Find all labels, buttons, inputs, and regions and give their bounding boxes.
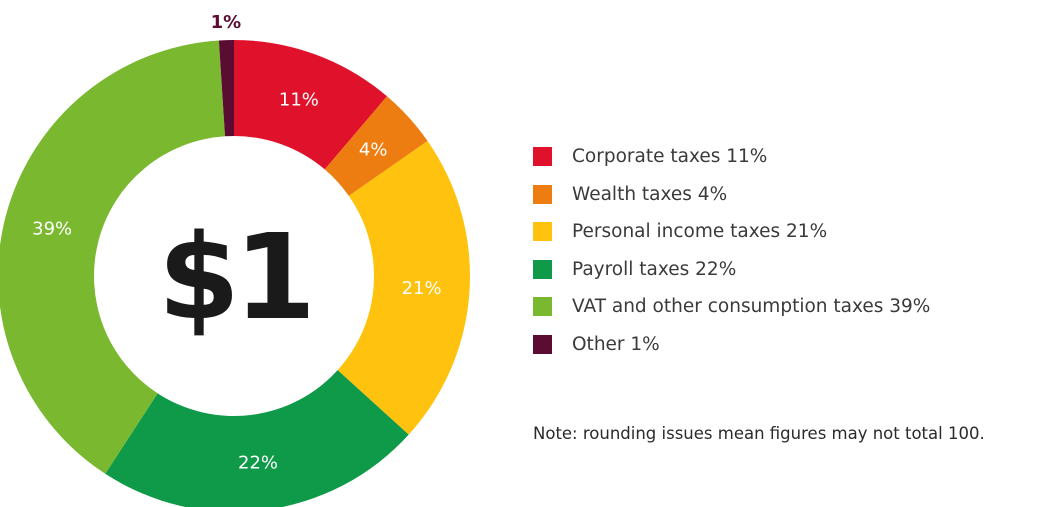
legend-item-vat-consumption-taxes: VAT and other consumption taxes 39% bbox=[533, 288, 930, 326]
legend-item-other: Other 1% bbox=[533, 326, 930, 364]
footnote: Note: rounding issues mean figures may n… bbox=[533, 424, 985, 443]
slice-label: 39% bbox=[32, 218, 72, 239]
legend-label: Wealth taxes 4% bbox=[572, 183, 728, 205]
legend-swatch bbox=[533, 334, 552, 354]
slice-label: 21% bbox=[402, 278, 442, 299]
legend-item-payroll-taxes: Payroll taxes 22% bbox=[533, 251, 930, 289]
slice-label: 11% bbox=[279, 90, 319, 111]
slice-wealth-taxes bbox=[324, 96, 428, 196]
legend-swatch bbox=[533, 297, 552, 317]
legend-swatch bbox=[533, 259, 552, 279]
legend-swatch bbox=[533, 222, 552, 242]
legend-label: VAT and other consumption taxes 39% bbox=[572, 296, 931, 318]
slice-corporate-taxes bbox=[234, 40, 387, 170]
center-label: $1 bbox=[158, 208, 310, 346]
legend-swatch bbox=[533, 147, 552, 167]
slice-label: 4% bbox=[359, 140, 388, 161]
donut-slices bbox=[0, 40, 470, 507]
slice-label: 22% bbox=[238, 452, 278, 473]
legend-label: Corporate taxes 11% bbox=[572, 146, 768, 168]
slice-vat-and-other-consumption-taxes bbox=[0, 40, 226, 474]
slice-payroll-taxes bbox=[105, 370, 409, 507]
legend-item-wealth-taxes: Wealth taxes 4% bbox=[533, 176, 930, 214]
legend-label: Personal income taxes 21% bbox=[572, 221, 828, 243]
slice-labels: 11% 4% 21% 22% 39% 1% bbox=[32, 12, 441, 473]
legend-item-corporate-taxes: Corporate taxes 11% bbox=[533, 138, 930, 176]
legend: Corporate taxes 11% Wealth taxes 4% Pers… bbox=[533, 138, 930, 363]
legend-swatch bbox=[533, 184, 552, 204]
slice-label: 1% bbox=[211, 12, 242, 33]
legend-label: Payroll taxes 22% bbox=[572, 258, 737, 280]
slice-personal-income-taxes bbox=[337, 140, 470, 435]
legend-label: Other 1% bbox=[572, 333, 660, 355]
slice-other bbox=[218, 40, 234, 137]
legend-item-personal-income-taxes: Personal income taxes 21% bbox=[533, 213, 930, 251]
